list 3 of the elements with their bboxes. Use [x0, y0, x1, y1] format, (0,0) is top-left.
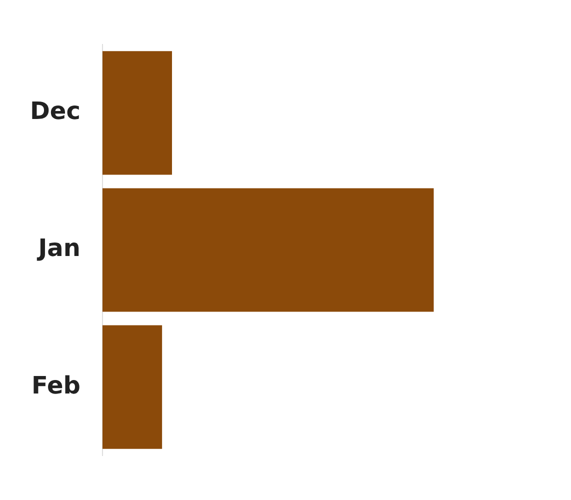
y-tick-label: Dec — [30, 97, 80, 126]
y-tick-label: Jan — [36, 234, 80, 262]
y-tick-label: Feb — [32, 371, 80, 400]
